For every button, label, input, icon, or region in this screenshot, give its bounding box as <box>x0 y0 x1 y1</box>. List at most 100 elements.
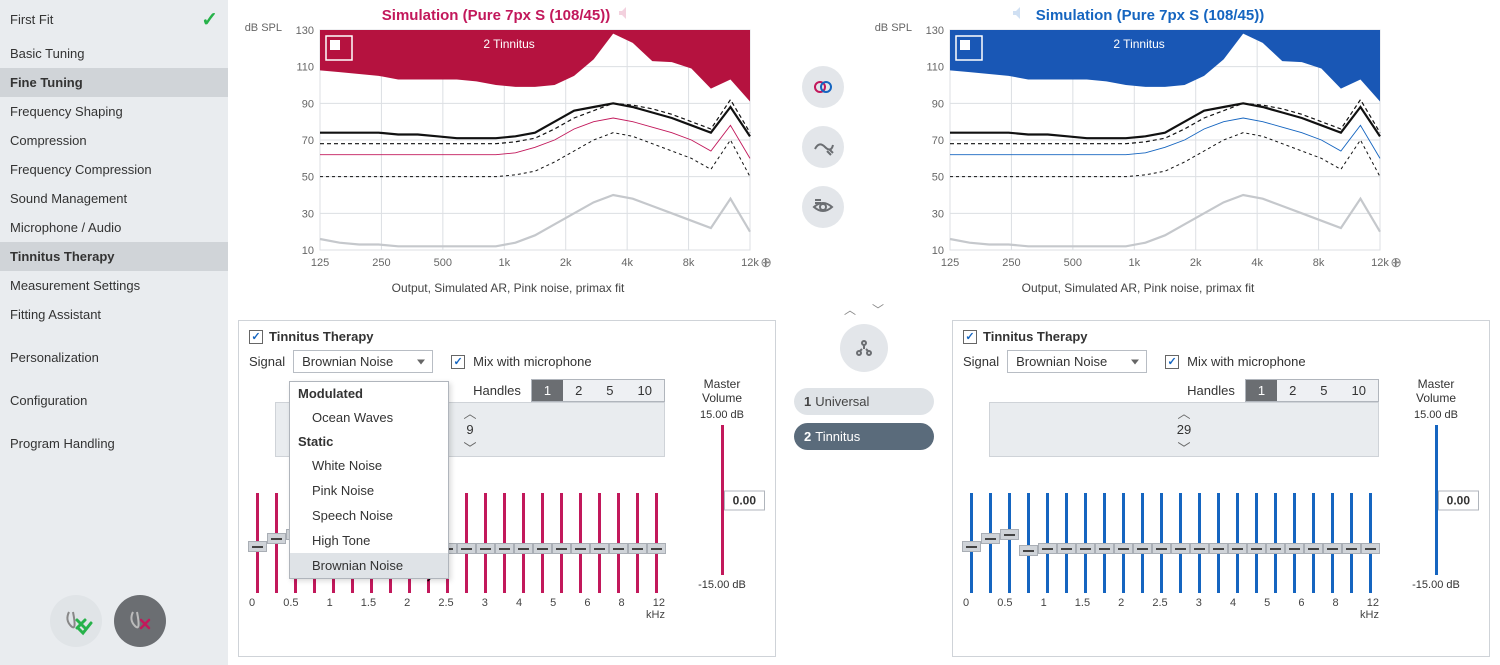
handles-option-1[interactable]: 1 <box>532 380 563 401</box>
eq-handle[interactable] <box>1209 543 1228 554</box>
eq-handle[interactable] <box>1095 543 1114 554</box>
dropdown-item-speech-noise[interactable]: Speech Noise <box>290 503 448 528</box>
handles-option-10[interactable]: 10 <box>626 380 664 401</box>
eq-handle[interactable] <box>476 543 495 554</box>
sidebar-device-icons <box>0 585 228 665</box>
eq-handle[interactable] <box>981 533 1000 544</box>
svg-text:50: 50 <box>932 172 944 184</box>
eq-handle[interactable] <box>1076 543 1095 554</box>
sidebar-item-microphone-audio[interactable]: Microphone / Audio <box>0 213 228 242</box>
eq-handle[interactable] <box>1304 543 1323 554</box>
sidebar-item-compression[interactable]: Compression <box>0 126 228 155</box>
eq-handle[interactable] <box>248 541 267 552</box>
eq-handle[interactable] <box>1152 543 1171 554</box>
handles-option-2[interactable]: 2 <box>563 380 594 401</box>
mix-checkbox[interactable] <box>451 355 465 369</box>
eq-handle[interactable] <box>571 543 590 554</box>
eq-handle[interactable] <box>533 543 552 554</box>
eq-handle[interactable] <box>647 543 666 554</box>
dropdown-item-white-noise[interactable]: White Noise <box>290 453 448 478</box>
program-tinnitus[interactable]: 2Tinnitus <box>794 423 934 450</box>
svg-text:30: 30 <box>302 208 314 220</box>
eq-handle[interactable] <box>457 543 476 554</box>
eq-handle[interactable] <box>1247 543 1266 554</box>
program-label: Tinnitus <box>815 429 860 444</box>
eq-handle[interactable] <box>628 543 647 554</box>
stepper-up-icon[interactable]: ︿ <box>990 403 1378 421</box>
sidebar-item-basic-tuning[interactable]: Basic Tuning <box>0 39 228 68</box>
eq-handle[interactable] <box>514 543 533 554</box>
sidebar-item-frequency-shaping[interactable]: Frequency Shaping <box>0 97 228 126</box>
handles-option-5[interactable]: 5 <box>1308 380 1339 401</box>
eq-handle[interactable] <box>1361 543 1380 554</box>
dropdown-item-ocean-waves[interactable]: Ocean Waves <box>290 405 448 430</box>
chevron-down-icon[interactable]: ﹀ <box>864 303 892 317</box>
panel-title: Tinnitus Therapy <box>269 329 374 344</box>
dropdown-item-high-tone[interactable]: High Tone <box>290 528 448 553</box>
dropdown-item-pink-noise[interactable]: Pink Noise <box>290 478 448 503</box>
eq-handle[interactable] <box>609 543 628 554</box>
dropdown-group-header: Static <box>290 430 448 453</box>
handles-option-1[interactable]: 1 <box>1246 380 1277 401</box>
eq-handle[interactable] <box>1133 543 1152 554</box>
sidebar-item-label: Basic Tuning <box>10 46 84 61</box>
eq-handle[interactable] <box>590 543 609 554</box>
program-icon[interactable] <box>840 324 888 372</box>
eq-handle[interactable] <box>1323 543 1342 554</box>
handles-option-5[interactable]: 5 <box>594 380 625 401</box>
eq-handle[interactable] <box>1057 543 1076 554</box>
sidebar-item-fitting-assistant[interactable]: Fitting Assistant <box>0 300 228 329</box>
stepper-down-icon[interactable]: ﹀ <box>990 438 1378 456</box>
handles-option-2[interactable]: 2 <box>1277 380 1308 401</box>
svg-text:12k: 12k <box>741 257 759 269</box>
eq-handle[interactable] <box>552 543 571 554</box>
eq-handle[interactable] <box>962 541 981 552</box>
eq-handle[interactable] <box>1342 543 1361 554</box>
view-icon[interactable] <box>802 186 844 228</box>
master-volume-value: 0.00 <box>1438 490 1479 510</box>
zoom-icon[interactable]: ⊕ <box>1390 254 1402 271</box>
chevron-up-icon[interactable]: ︿ <box>836 303 864 317</box>
svg-text:10: 10 <box>302 245 314 257</box>
eq-handle[interactable] <box>1114 543 1133 554</box>
eq-handle[interactable] <box>1285 543 1304 554</box>
adjust-icon[interactable] <box>802 126 844 168</box>
sidebar-item-sound-management[interactable]: Sound Management <box>0 184 228 213</box>
eq-handle[interactable] <box>1266 543 1285 554</box>
eq-handle[interactable] <box>1190 543 1209 554</box>
eq-handle[interactable] <box>1171 543 1190 554</box>
sidebar-item-fine-tuning[interactable]: Fine Tuning <box>0 68 228 97</box>
eq-handle[interactable] <box>495 543 514 554</box>
couple-icon[interactable] <box>802 66 844 108</box>
collapse-toggle[interactable]: ︿﹀ <box>228 299 1500 320</box>
device-left-icon[interactable] <box>114 595 166 647</box>
panel-title-row: Tinnitus Therapy <box>249 329 765 344</box>
signal-select[interactable]: Brownian Noise <box>293 350 433 373</box>
sidebar-item-first-fit[interactable]: First Fit✓ <box>0 0 228 39</box>
response-chart: 13011090705030101252505001k2k4k8k12kHz2 … <box>916 24 1400 274</box>
dropdown-item-brownian-noise[interactable]: Brownian Noise <box>290 553 448 578</box>
device-right-icon[interactable] <box>50 595 102 647</box>
sidebar-item-tinnitus-therapy[interactable]: Tinnitus Therapy <box>0 242 228 271</box>
check-icon: ✓ <box>201 7 218 32</box>
enable-checkbox[interactable] <box>963 330 977 344</box>
handles-option-10[interactable]: 10 <box>1340 380 1378 401</box>
signal-select[interactable]: Brownian Noise <box>1007 350 1147 373</box>
mix-checkbox[interactable] <box>1165 355 1179 369</box>
sidebar-item-frequency-compression[interactable]: Frequency Compression <box>0 155 228 184</box>
svg-text:30: 30 <box>932 208 944 220</box>
program-universal[interactable]: 1Universal <box>794 388 934 415</box>
sidebar-item-program-handling[interactable]: Program Handling <box>0 429 228 458</box>
value-stepper[interactable]: ︿29﹀ <box>989 402 1379 457</box>
sidebar-item-configuration[interactable]: Configuration <box>0 386 228 415</box>
eq-handle[interactable] <box>1038 543 1057 554</box>
sidebar-item-personalization[interactable]: Personalization <box>0 343 228 372</box>
eq-handle[interactable] <box>1019 545 1038 556</box>
enable-checkbox[interactable] <box>249 330 263 344</box>
eq-handle[interactable] <box>1228 543 1247 554</box>
svg-text:12k: 12k <box>1371 257 1389 269</box>
zoom-icon[interactable]: ⊕ <box>760 254 772 271</box>
sidebar-item-measurement-settings[interactable]: Measurement Settings <box>0 271 228 300</box>
eq-handle[interactable] <box>1000 529 1019 540</box>
eq-handle[interactable] <box>267 533 286 544</box>
